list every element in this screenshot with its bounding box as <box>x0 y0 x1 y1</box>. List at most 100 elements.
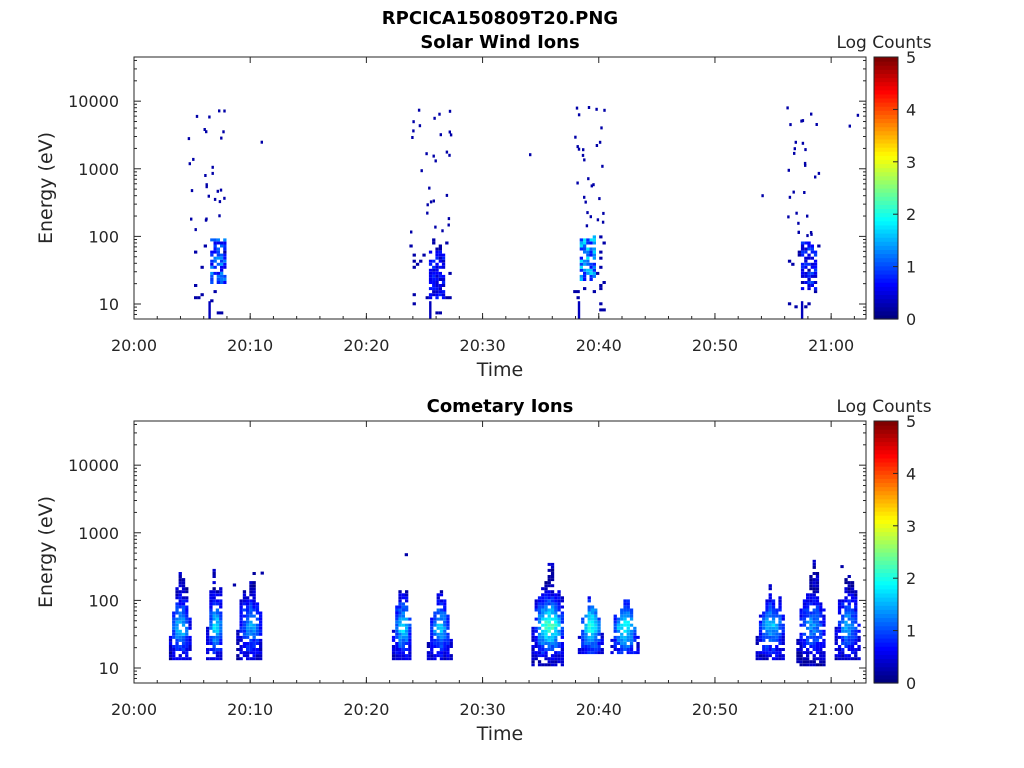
heatmap-cell <box>401 596 405 600</box>
colorbar-step <box>874 265 898 271</box>
colorbar-step <box>874 102 898 107</box>
heatmap-cell <box>438 290 442 294</box>
heatmap-cell <box>178 632 182 636</box>
heatmap-cell <box>547 611 551 615</box>
heatmap-cell <box>175 605 179 609</box>
colorbar-step <box>874 196 898 201</box>
heatmap-cell <box>594 645 598 648</box>
heatmap-cell <box>429 200 433 204</box>
heatmap-cell <box>768 608 772 612</box>
heatmap-cell <box>405 590 409 594</box>
heatmap-cell <box>834 654 838 658</box>
heatmap-cell <box>550 645 555 648</box>
heatmap-cell <box>626 645 630 648</box>
heatmap-cell <box>215 632 220 636</box>
heatmap-cell <box>557 590 561 594</box>
heatmap-cell <box>847 626 851 630</box>
heatmap-cell <box>395 605 399 609</box>
heatmap-cell <box>236 638 240 642</box>
colorbar-tick-label: 3 <box>906 517 916 536</box>
colorbar-step <box>874 126 898 132</box>
heatmap-cell <box>781 632 785 636</box>
heatmap-cell <box>850 648 855 651</box>
heatmap-cell <box>554 614 558 618</box>
heatmap-cell <box>554 605 558 609</box>
heatmap-cell <box>557 645 561 648</box>
heatmap-cell <box>443 605 447 609</box>
heatmap-cell <box>541 599 545 603</box>
heatmap-cell <box>834 657 838 661</box>
heatmap-cell <box>778 614 782 618</box>
heatmap-cell <box>560 660 564 664</box>
x-tick-label: 20:00 <box>111 700 157 719</box>
heatmap-cell <box>405 623 409 627</box>
heatmap-cell <box>581 153 585 157</box>
heatmap-cell <box>252 572 256 575</box>
heatmap-cell <box>391 638 396 642</box>
heatmap-cell <box>554 623 558 627</box>
heatmap-cell <box>758 657 763 661</box>
heatmap-cell <box>758 623 763 627</box>
colorbar-step <box>874 134 898 140</box>
heatmap-cell <box>178 638 182 642</box>
heatmap-cell <box>771 614 776 618</box>
heatmap-cell <box>803 191 806 194</box>
heatmap-cell <box>613 648 617 651</box>
heatmap-cell <box>175 617 179 621</box>
heatmap-cell <box>850 584 855 588</box>
heatmap-cell <box>583 238 587 242</box>
heatmap-cell <box>806 654 810 658</box>
heatmap-cell <box>850 599 855 603</box>
heatmap-cell <box>815 620 820 624</box>
heatmap-cell <box>252 587 256 591</box>
heatmap-cell <box>850 617 855 621</box>
heatmap-cell <box>822 620 826 624</box>
heatmap-cell <box>550 578 555 582</box>
heatmap-cell <box>850 611 855 615</box>
heatmap-cell <box>550 638 555 642</box>
heatmap-cell <box>778 657 782 661</box>
heatmap-cell <box>255 657 260 661</box>
heatmap-cell <box>249 632 253 636</box>
heatmap-cell <box>544 617 548 621</box>
heatmap-cell <box>560 663 564 667</box>
heatmap-cell <box>544 648 548 651</box>
heatmap-cell <box>223 262 227 266</box>
heatmap-cell <box>812 645 816 648</box>
heatmap-cell <box>544 657 548 661</box>
heatmap-cell <box>804 262 808 266</box>
heatmap-cell <box>775 645 779 648</box>
heatmap-cell <box>172 617 176 621</box>
heatmap-cell <box>806 614 810 618</box>
heatmap-cell <box>834 648 838 651</box>
heatmap-cell <box>435 293 439 297</box>
heatmap-cell <box>213 259 217 263</box>
heatmap-cell <box>541 596 545 600</box>
heatmap-cell <box>408 654 412 658</box>
heatmap-cell <box>796 657 800 661</box>
heatmap-cell <box>544 654 548 658</box>
heatmap-cell <box>610 645 614 648</box>
x-tick-label: 20:50 <box>692 336 738 355</box>
heatmap-cell <box>216 241 220 245</box>
heatmap-cell <box>175 608 179 612</box>
heatmap-cell <box>220 271 224 275</box>
heatmap-cell <box>626 608 630 612</box>
heatmap-cell <box>837 657 842 661</box>
heatmap-cell <box>557 617 561 621</box>
heatmap-cell <box>220 244 224 248</box>
heatmap-cell <box>579 274 583 278</box>
heatmap-cell <box>847 590 851 594</box>
heatmap-cell <box>809 587 813 591</box>
heatmap-cell <box>841 642 845 645</box>
heatmap-cell <box>432 271 436 275</box>
heatmap-cell <box>765 611 769 615</box>
heatmap-cell <box>534 654 538 658</box>
heatmap-cell <box>837 654 842 658</box>
heatmap-cell <box>834 629 838 633</box>
heatmap-cell <box>775 623 779 627</box>
heatmap-cell <box>787 302 792 306</box>
heatmap-cell <box>581 648 585 651</box>
heatmap-cell <box>206 642 210 645</box>
heatmap-cell <box>854 654 858 658</box>
